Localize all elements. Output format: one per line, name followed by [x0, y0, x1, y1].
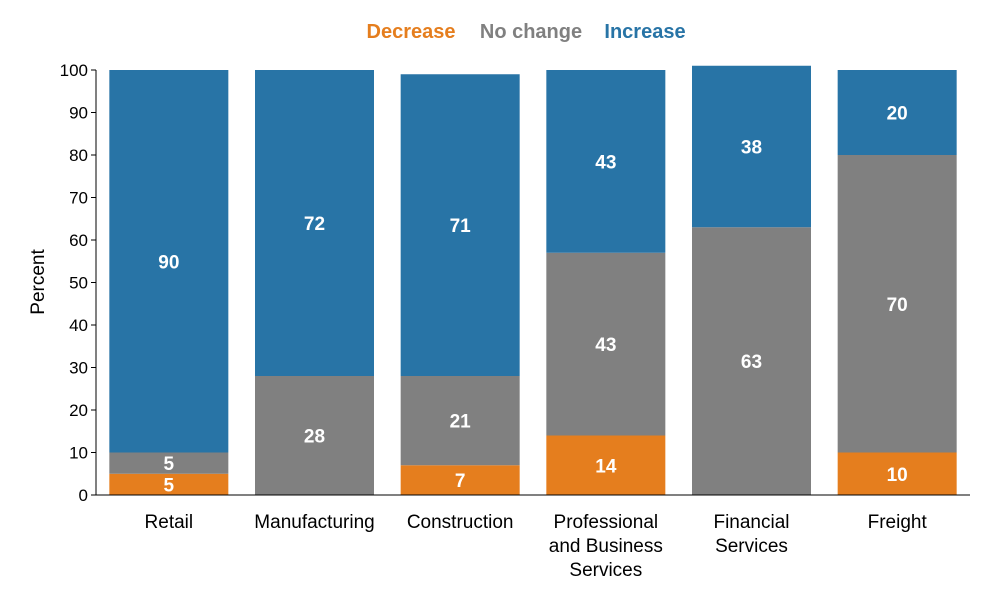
bar-segment-no-change [109, 452, 229, 474]
y-tick-label: 90 [69, 104, 88, 123]
bar-segment-decrease [546, 435, 666, 495]
x-tick-label: Freight [868, 512, 928, 533]
x-tick-label: Professional and Business Services [549, 512, 663, 581]
bar-segment-increase [109, 70, 229, 453]
data-label: 43 [595, 335, 616, 356]
bars: 55 90 28 72 7 21 71 14 43 43 63 38 10 70 20 [109, 65, 957, 496]
y-tick-label: 60 [69, 231, 88, 250]
x-axis: Retail Manufacturing Construction Professio… [96, 494, 970, 581]
legend: Decrease No change Increase [367, 21, 686, 43]
bar-segment-increase [400, 74, 520, 376]
y-tick-label: 30 [69, 359, 88, 378]
data-label: 43 [595, 152, 616, 173]
bar-segment-decrease [837, 452, 957, 495]
legend-item-decrease: Decrease [367, 21, 456, 43]
legend-item-no-change: No change [480, 21, 582, 43]
y-axis: 0 10 20 30 40 50 60 70 80 90 100 [60, 61, 97, 505]
bar-segment-increase [255, 70, 374, 376]
bar-segment-no-change [255, 376, 374, 495]
bar-segment-no-change [400, 376, 520, 466]
bar-segment-decrease [400, 465, 520, 495]
y-tick-label: 100 [60, 61, 88, 80]
bar-segment-increase [692, 65, 811, 228]
bar-segment-no-change [546, 252, 666, 436]
bar-segment-increase [837, 70, 957, 155]
y-tick-label: 20 [69, 401, 88, 420]
data-label: 21 [450, 412, 472, 433]
x-tick-label: Construction [407, 512, 514, 533]
y-axis-label: Percent [28, 249, 49, 315]
data-label: 14 [595, 456, 617, 477]
data-label: 71 [450, 216, 472, 237]
legend-item-increase: Increase [604, 21, 685, 43]
x-tick-label: Financial Services [713, 512, 789, 557]
y-tick-label: 10 [69, 444, 88, 463]
y-tick-label: 80 [69, 146, 88, 165]
data-label: 72 [304, 214, 325, 235]
data-label: 7 [455, 471, 466, 492]
data-label: 20 [887, 104, 908, 125]
data-label: 38 [741, 138, 762, 159]
data-label: 90 [158, 252, 179, 273]
bar-segment-no-change [837, 155, 957, 453]
data-label: 70 [887, 295, 908, 316]
y-tick-label: 40 [69, 316, 88, 335]
data-label: 5 [164, 475, 175, 496]
y-tick-label: 0 [79, 486, 88, 505]
y-tick-label: 50 [69, 274, 88, 293]
bar-segment-increase [546, 70, 666, 253]
data-label: 63 [741, 352, 762, 373]
data-label: 28 [304, 427, 325, 448]
x-tick-label: Manufacturing [254, 512, 374, 533]
bar-segment-no-change [692, 227, 811, 495]
data-label: 10 [887, 465, 908, 486]
y-tick-label: 70 [69, 189, 88, 208]
bar-segment-decrease [109, 473, 229, 495]
data-label: 5 [164, 454, 175, 475]
x-tick-label: Retail [145, 512, 194, 533]
